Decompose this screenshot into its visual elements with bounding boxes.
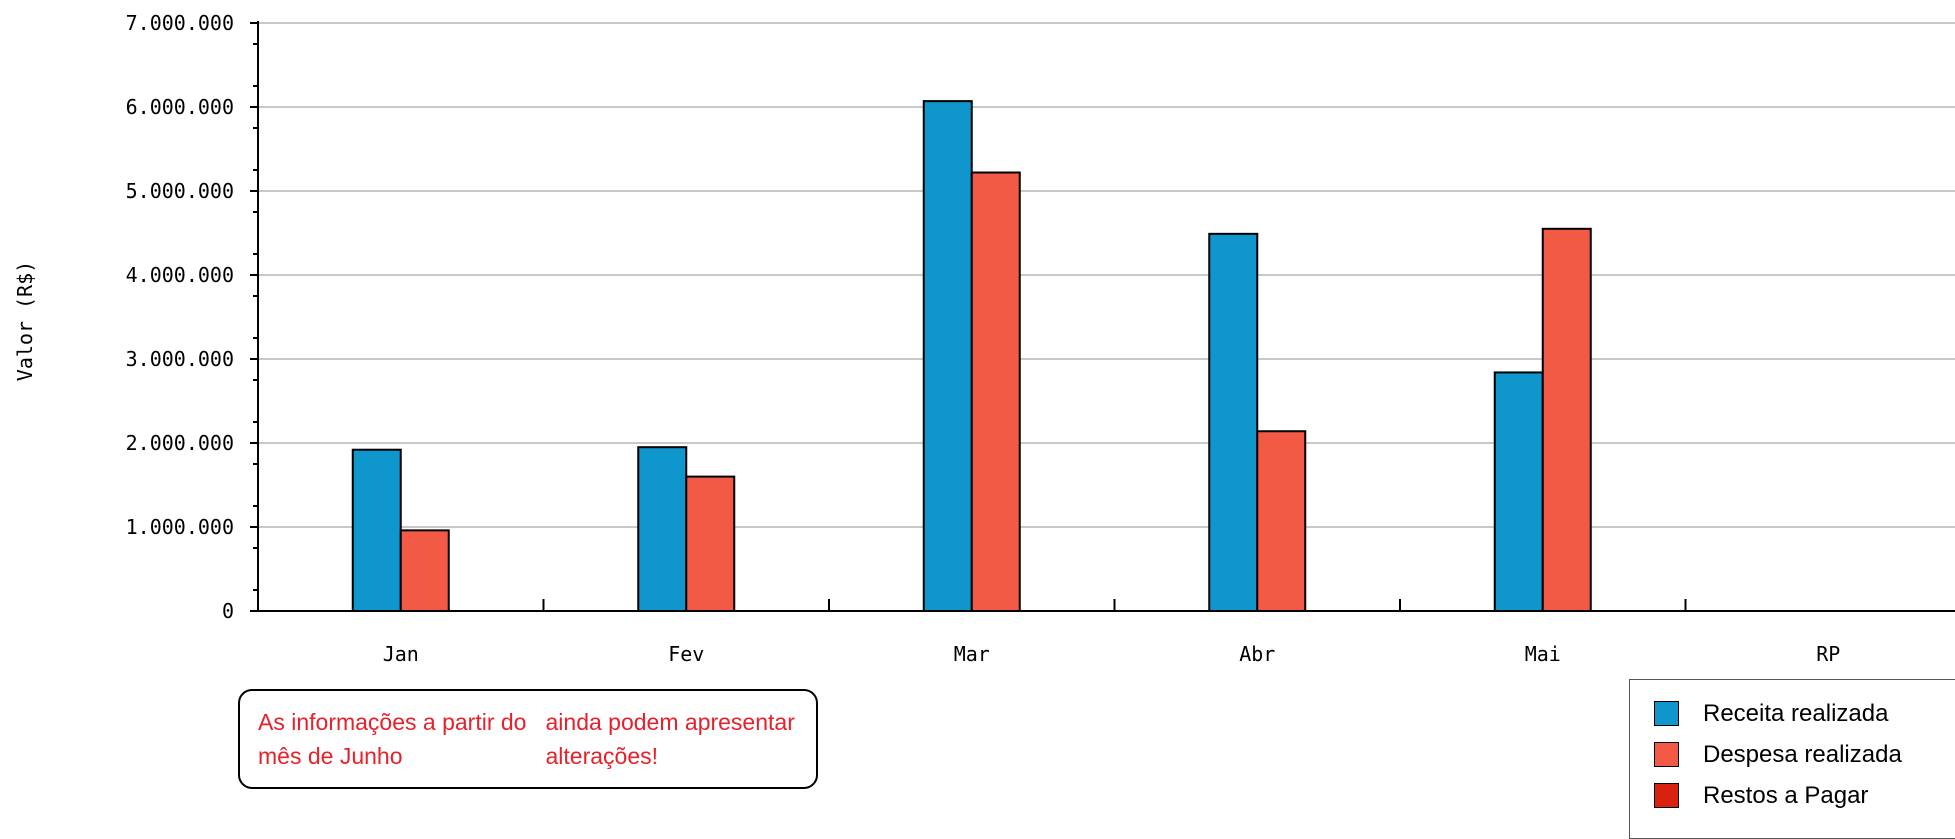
gridlines bbox=[258, 22, 1955, 528]
bar-receita-realizada-mar bbox=[922, 100, 973, 613]
bar-receita-realizada-fev bbox=[637, 446, 688, 613]
y-axis-title: Valor (R$) bbox=[13, 261, 37, 381]
bar-receita-realizada-mai bbox=[1493, 371, 1544, 612]
y-tick-label: 2.000.000 bbox=[126, 431, 234, 455]
legend-swatch-restos bbox=[1654, 783, 1679, 808]
y-tick-label: 4.000.000 bbox=[126, 263, 234, 287]
legend: Receita realizada Despesa realizada Rest… bbox=[1629, 679, 1955, 839]
y-tick-label: 3.000.000 bbox=[126, 347, 234, 371]
y-tick-label: 1.000.000 bbox=[126, 515, 234, 539]
axes bbox=[250, 21, 1955, 612]
legend-item-receita: Receita realizada bbox=[1654, 693, 1955, 734]
legend-label-restos: Restos a Pagar bbox=[1703, 781, 1869, 809]
bar-receita-realizada-jan bbox=[351, 448, 402, 612]
x-tick-label: Fev bbox=[668, 642, 704, 666]
x-tick-label: Jan bbox=[383, 642, 419, 666]
legend-item-restos: Restos a Pagar bbox=[1654, 775, 1955, 816]
note-text-line2: ainda podem apresentar alterações! bbox=[545, 709, 795, 769]
legend-swatch-despesa bbox=[1654, 742, 1679, 767]
bar-receita-realizada-abr bbox=[1208, 232, 1259, 612]
y-tick-label: 0 bbox=[222, 599, 234, 623]
legend-item-despesa: Despesa realizada bbox=[1654, 734, 1955, 775]
bar-despesa-realizada-mar bbox=[970, 171, 1021, 613]
x-tick-label: Mai bbox=[1525, 642, 1561, 666]
x-tick-label: Abr bbox=[1239, 642, 1275, 666]
bar-despesa-realizada-abr bbox=[1256, 430, 1307, 612]
bars bbox=[351, 100, 1592, 613]
data-disclaimer-note: As informações a partir do mês de Junho … bbox=[238, 689, 818, 789]
y-tick-label: 5.000.000 bbox=[126, 179, 234, 203]
x-tick-label: RP bbox=[1816, 642, 1840, 666]
x-tick-label: Mar bbox=[954, 642, 990, 666]
bar-despesa-realizada-mai bbox=[1541, 227, 1592, 613]
legend-swatch-receita bbox=[1654, 701, 1679, 726]
note-text-line1: As informações a partir do mês de Junho bbox=[258, 709, 527, 769]
tick-labels: 0 1.000.000 2.000.000 3.000.000 4.000.000 5.0… bbox=[126, 11, 1841, 666]
bar-despesa-realizada-fev bbox=[685, 475, 736, 612]
legend-label-despesa: Despesa realizada bbox=[1703, 740, 1902, 768]
y-tick-label: 7.000.000 bbox=[126, 11, 234, 35]
bar-despesa-realizada-jan bbox=[399, 529, 450, 612]
y-tick-label: 6.000.000 bbox=[126, 95, 234, 119]
legend-label-receita: Receita realizada bbox=[1703, 699, 1889, 727]
